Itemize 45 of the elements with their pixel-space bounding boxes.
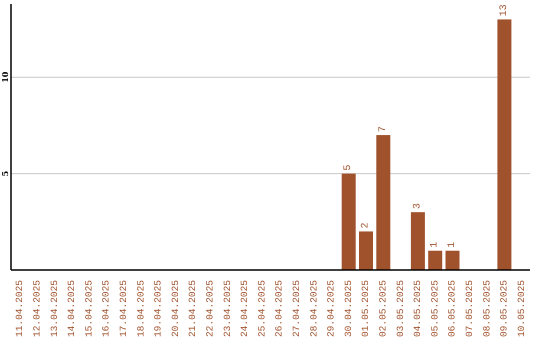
data-label: 1 <box>430 242 441 248</box>
bar <box>359 231 373 270</box>
x-tick-label: 11.04.2025 <box>14 280 26 338</box>
data-label: 3 <box>412 203 424 210</box>
x-tick-label: 09.05.2025 <box>498 280 510 338</box>
x-tick-label: 15.04.2025 <box>83 280 94 338</box>
x-tick-label: 06.05.2025 <box>446 280 458 338</box>
x-tick-label: 02.05.2025 <box>377 280 388 338</box>
x-tick-label: 20.04.2025 <box>170 280 181 338</box>
x-tick-label: 22.04.2025 <box>204 280 216 338</box>
x-tick-label: 17.04.2025 <box>118 280 129 338</box>
x-tick-label: 07.05.2025 <box>464 280 475 338</box>
x-tick-label: 23.04.2025 <box>222 280 233 338</box>
x-tick-label: 21.04.2025 <box>187 280 198 338</box>
x-tick-label: 03.05.2025 <box>394 280 406 338</box>
x-tick-label: 28.04.2025 <box>308 280 320 338</box>
bar <box>446 250 460 270</box>
y-tick-label: 10 <box>0 71 10 83</box>
x-tick-label: 29.04.2025 <box>326 280 337 338</box>
x-tick-label: 05.05.2025 <box>429 280 440 338</box>
x-tick-label: 25.04.2025 <box>256 280 268 338</box>
x-tick-label: 14.04.2025 <box>66 280 78 338</box>
data-label: 7 <box>378 126 389 132</box>
x-tick-label: 30.04.2025 <box>342 280 354 338</box>
x-tick-label: 04.05.2025 <box>412 280 424 338</box>
bar <box>342 174 356 270</box>
data-label: 2 <box>360 222 372 228</box>
x-tick-label: 13.04.2025 <box>48 280 60 338</box>
x-tick-label: 24.04.2025 <box>239 280 250 338</box>
data-label: 1 <box>447 242 458 248</box>
x-tick-label: 12.04.2025 <box>31 280 42 338</box>
x-tick-label: 08.05.2025 <box>481 280 492 338</box>
x-tick-label: 27.04.2025 <box>290 280 302 338</box>
x-tick-label: 26.04.2025 <box>274 280 285 338</box>
bar <box>497 19 512 270</box>
bar <box>376 135 390 270</box>
x-tick-label: 10.05.2025 <box>516 280 527 338</box>
bar <box>428 250 442 270</box>
x-tick-label: 01.05.2025 <box>360 280 372 338</box>
x-tick-label: 19.04.2025 <box>152 280 164 338</box>
data-label: 13 <box>498 4 510 16</box>
x-tick-label: 16.04.2025 <box>100 280 112 338</box>
x-tick-label: 18.04.2025 <box>135 280 146 338</box>
bar <box>410 212 425 270</box>
data-label: 5 <box>343 164 354 171</box>
